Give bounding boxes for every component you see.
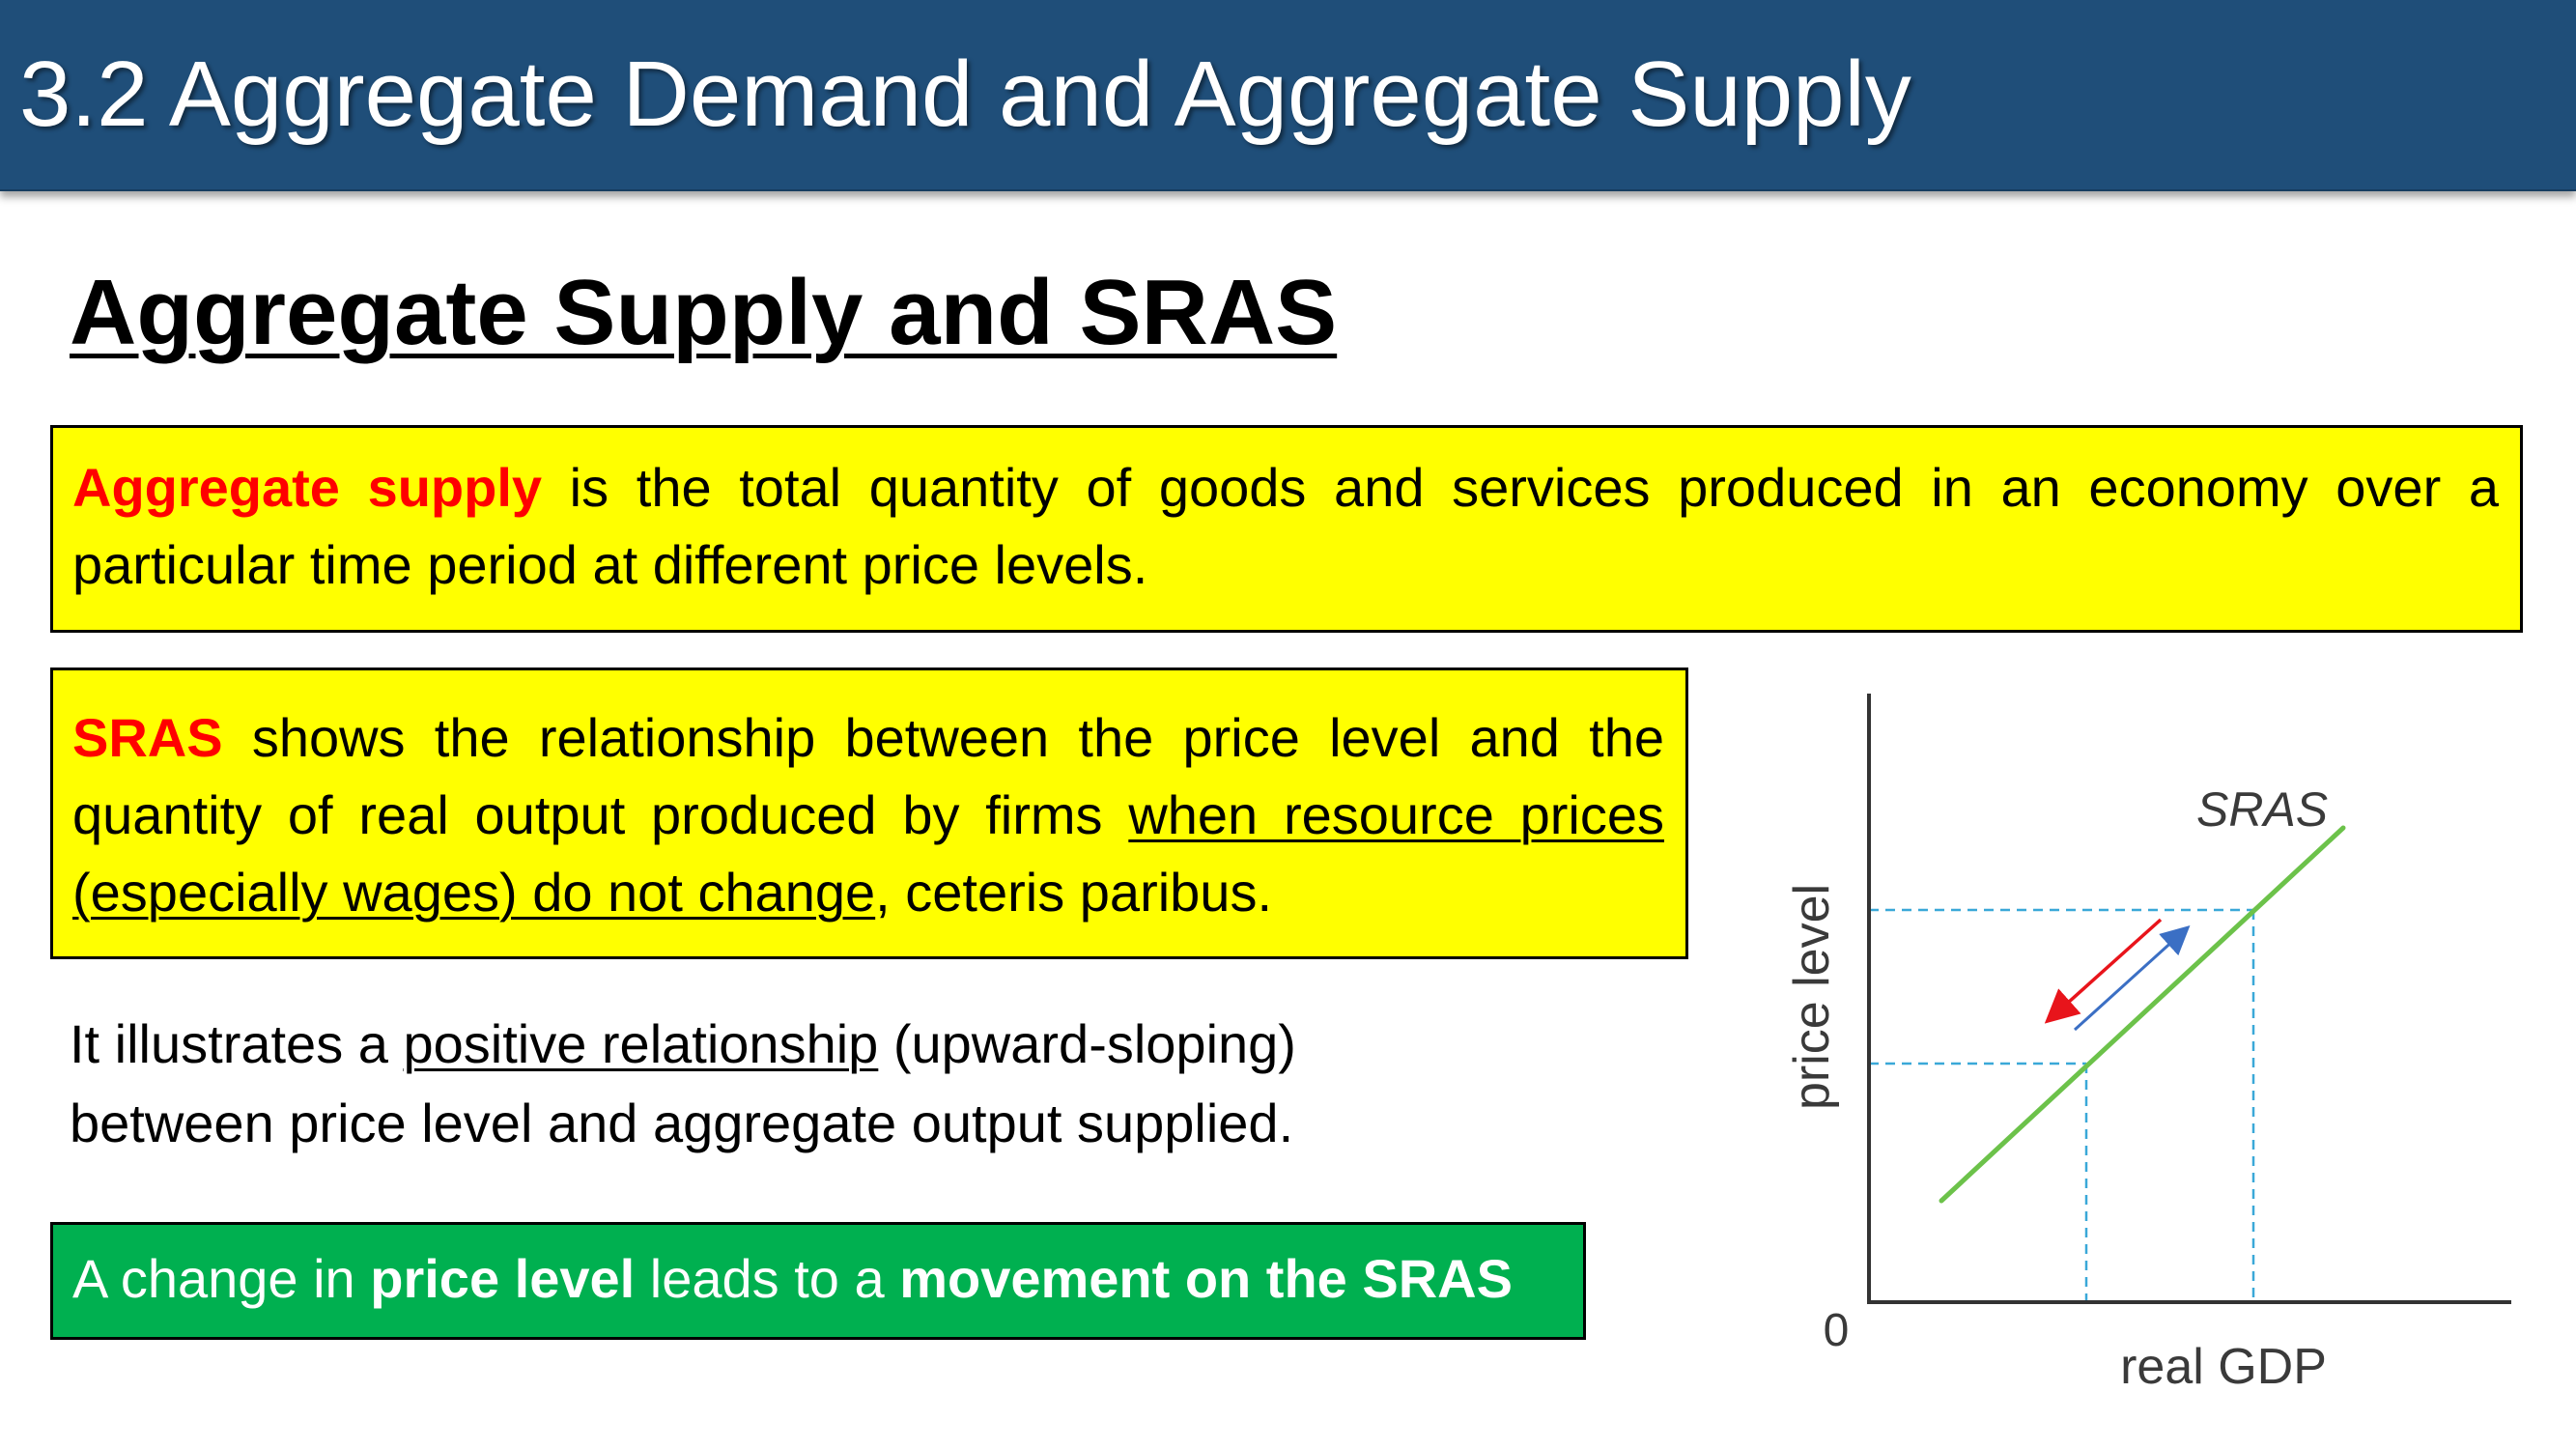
origin-label: 0 [1824, 1305, 1850, 1356]
movement-note-box: A change in price level leads to a movem… [50, 1222, 1586, 1340]
arrow-down-along-sras [2044, 918, 2163, 1024]
definition-box: Aggregate supply is the total quantity o… [50, 425, 2523, 633]
paragraph-text-2: (upward-sloping) between price level and… [70, 1013, 1296, 1153]
sras-curve-label: SRAS [2196, 782, 2328, 837]
arrow-up-along-sras [2073, 924, 2191, 1032]
sras-curve [1939, 825, 2346, 1204]
note-bold-2: movement on the SRAS [899, 1248, 1513, 1309]
sras-definition-box: SRAS shows the relationship between the … [50, 668, 1688, 959]
y-axis-label: price level [1784, 884, 1840, 1110]
paragraph-underlined-text: positive relationship [403, 1013, 879, 1074]
sras-text-2: , ceteris paribus. [875, 862, 1273, 923]
note-part-2: leads to a [635, 1248, 900, 1309]
header-bar: 3.2 Aggregate Demand and Aggregate Suppl… [0, 0, 2576, 191]
note-part-1: A change in [72, 1248, 371, 1309]
header-title: 3.2 Aggregate Demand and Aggregate Suppl… [19, 43, 1911, 146]
paragraph-text-1: It illustrates a [70, 1013, 404, 1074]
sras-term: SRAS [72, 707, 223, 768]
definition-text: is the total quantity of goods and servi… [72, 457, 2499, 595]
x-axis-label: real GDP [2120, 1339, 2327, 1395]
note-bold-1: price level [370, 1248, 636, 1309]
slide-title: Aggregate Supply and SRAS [70, 261, 1338, 364]
definition-term: Aggregate supply [72, 457, 543, 518]
relationship-paragraph: It illustrates a positive relationship (… [70, 1005, 1470, 1163]
sras-text-1: shows the relationship between the price… [72, 707, 1664, 845]
sras-underlined-text: when resource prices (especially wages) … [72, 784, 1664, 923]
